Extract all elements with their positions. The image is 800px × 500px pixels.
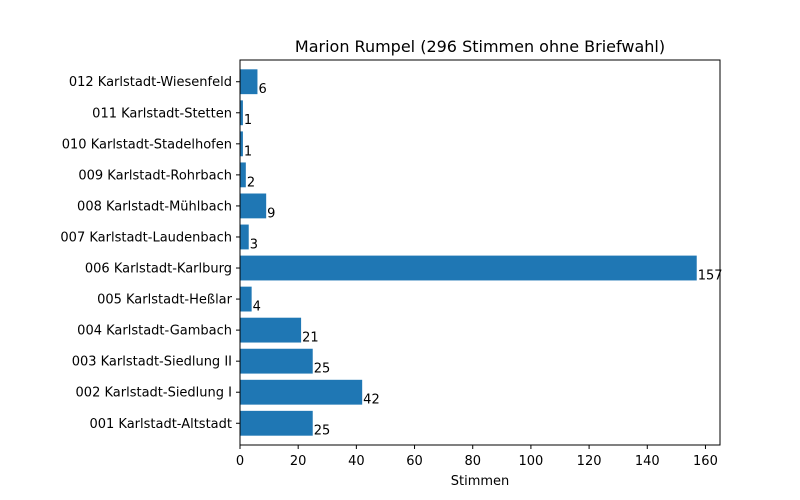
data-label: 21 [302, 331, 319, 346]
y-tick-label: 008 Karlstadt-Mühlbach [77, 199, 232, 214]
data-label: 4 [253, 299, 261, 314]
y-tick-label: 002 Karlstadt-Siedlung I [76, 386, 232, 401]
x-tick-label: 100 [518, 454, 543, 469]
bar [240, 410, 313, 436]
data-label: 25 [314, 362, 331, 377]
x-tick-label: 160 [693, 454, 718, 469]
bar [240, 348, 313, 374]
x-tick-label: 140 [635, 454, 660, 469]
x-tick-label: 20 [290, 454, 307, 469]
y-tick-label: 009 Karlstadt-Rohrbach [78, 168, 232, 183]
bar [240, 224, 249, 250]
plot-area-frame [239, 59, 721, 446]
x-tick-label: 80 [464, 454, 481, 469]
data-label: 157 [698, 268, 723, 283]
bar [240, 69, 258, 95]
data-label: 25 [314, 424, 331, 439]
data-label: 9 [267, 206, 275, 221]
bar [240, 193, 267, 219]
x-tick-label: 40 [348, 454, 365, 469]
bar [240, 286, 252, 312]
bar [240, 131, 243, 157]
data-label: 6 [258, 82, 266, 97]
x-axis-label: Stimmen [451, 474, 510, 489]
x-tick-label: 0 [236, 454, 244, 469]
bar [240, 162, 246, 188]
data-label: 42 [363, 393, 380, 408]
data-label: 1 [244, 113, 252, 128]
x-axis-ticks: 0 20 40 60 80 100 120 140 160 [236, 445, 718, 469]
y-tick-label: 010 Karlstadt-Stadelhofen [62, 137, 232, 152]
bar [240, 379, 363, 405]
y-tick-label: 004 Karlstadt-Gambach [77, 324, 232, 339]
y-tick-label: 001 Karlstadt-Altstadt [89, 417, 232, 432]
bar [240, 255, 697, 281]
data-label: 2 [247, 175, 255, 190]
x-tick-label: 120 [577, 454, 602, 469]
data-label: 3 [250, 237, 258, 252]
y-tick-label: 005 Karlstadt-Heßlar [97, 293, 233, 308]
y-tick-label: 006 Karlstadt-Karlburg [85, 262, 232, 277]
chart-title: Marion Rumpel (296 Stimmen ohne Briefwah… [295, 37, 665, 56]
x-tick-label: 60 [406, 454, 423, 469]
bar [240, 317, 302, 343]
y-tick-label: 012 Karlstadt-Wiesenfeld [69, 75, 232, 90]
y-tick-label: 011 Karlstadt-Stetten [92, 106, 232, 121]
y-tick-label: 003 Karlstadt-Siedlung II [72, 355, 232, 370]
bars-layer [240, 69, 697, 436]
bar [240, 100, 243, 126]
y-tick-label: 007 Karlstadt-Laudenbach [60, 230, 232, 245]
y-axis-tick-labels: 001 Karlstadt-Altstadt 002 Karlstadt-Sied… [60, 75, 240, 432]
data-label: 1 [244, 144, 252, 159]
